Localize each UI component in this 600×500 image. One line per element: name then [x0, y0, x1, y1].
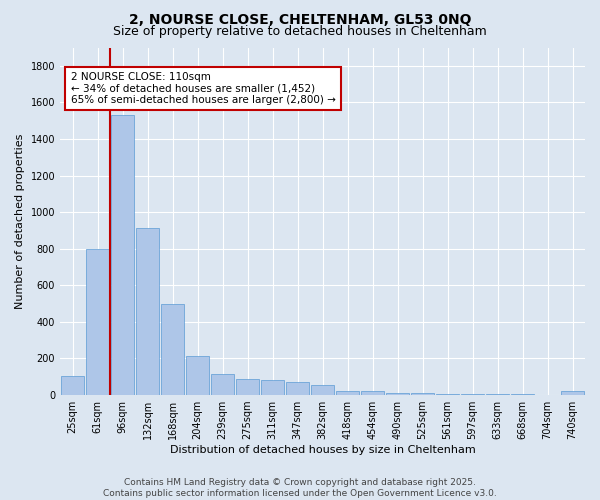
Bar: [536, 394, 559, 395]
Bar: [436, 394, 459, 395]
X-axis label: Distribution of detached houses by size in Cheltenham: Distribution of detached houses by size …: [170, 445, 475, 455]
Bar: [286, 382, 309, 395]
Text: 2 NOURSE CLOSE: 110sqm
← 34% of detached houses are smaller (1,452)
65% of semi-: 2 NOURSE CLOSE: 110sqm ← 34% of detached…: [71, 72, 335, 105]
Bar: [411, 394, 434, 395]
Bar: [136, 228, 159, 395]
Bar: [386, 394, 409, 395]
Bar: [61, 376, 84, 395]
Bar: [211, 374, 234, 395]
Bar: [236, 378, 259, 395]
Bar: [461, 394, 484, 395]
Text: Size of property relative to detached houses in Cheltenham: Size of property relative to detached ho…: [113, 25, 487, 38]
Bar: [86, 248, 109, 395]
Bar: [111, 115, 134, 395]
Bar: [486, 394, 509, 395]
Text: Contains HM Land Registry data © Crown copyright and database right 2025.
Contai: Contains HM Land Registry data © Crown c…: [103, 478, 497, 498]
Bar: [511, 394, 534, 395]
Bar: [311, 385, 334, 395]
Bar: [561, 392, 584, 395]
Bar: [161, 304, 184, 395]
Text: 2, NOURSE CLOSE, CHELTENHAM, GL53 0NQ: 2, NOURSE CLOSE, CHELTENHAM, GL53 0NQ: [129, 12, 471, 26]
Bar: [261, 380, 284, 395]
Bar: [361, 392, 384, 395]
Bar: [336, 392, 359, 395]
Y-axis label: Number of detached properties: Number of detached properties: [15, 134, 25, 309]
Bar: [186, 356, 209, 395]
